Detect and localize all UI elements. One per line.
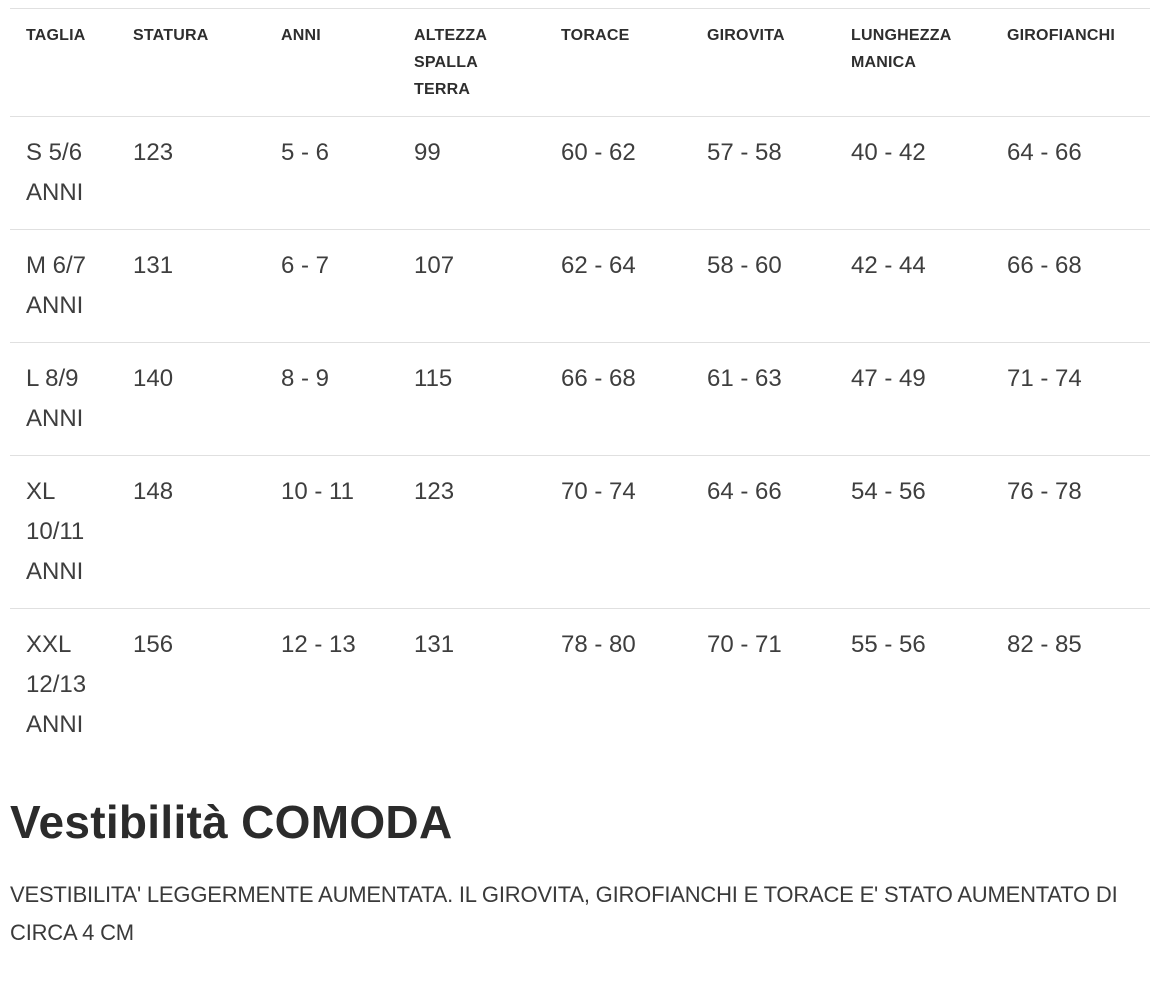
cell-taglia: XL 10/11 ANNI [10,455,117,609]
size-chart-header: TAGLIA STATURA ANNI ALTEZZA SPALLA TERRA… [10,8,1150,117]
cell-girovita: 70 - 71 [691,608,835,761]
cell-altezza: 115 [398,342,545,456]
cell-altezza: 131 [398,608,545,761]
table-row-size-xl: XL 10/11 ANNI 148 10 - 11 123 70 - 74 64… [10,455,1150,609]
cell-girofianchi: 76 - 78 [991,455,1150,609]
cell-torace: 66 - 68 [545,342,691,456]
cell-girovita: 58 - 60 [691,229,835,343]
fit-heading: Vestibilità COMODA [10,796,453,848]
cell-taglia: XXL 12/13 ANNI [10,608,117,761]
cell-anni: 8 - 9 [265,342,398,456]
header-taglia: TAGLIA [10,8,117,117]
cell-statura: 148 [117,455,265,609]
cell-taglia: L 8/9 ANNI [10,342,117,456]
header-altezza-spalla-terra: ALTEZZA SPALLA TERRA [398,8,545,117]
cell-taglia: M 6/7 ANNI [10,229,117,343]
header-statura: STATURA [117,8,265,117]
cell-taglia: S 5/6 ANNI [26,139,84,206]
table-row-size-l: L 8/9 ANNI 140 8 - 9 115 66 - 68 61 - 63… [10,342,1150,456]
cell-torace: 78 - 80 [545,608,691,761]
cell-statura: 131 [117,229,265,343]
fit-description: VESTIBILITA' LEGGERMENTE AUMENTATA. IL G… [10,882,1118,945]
cell-girofianchi: 82 - 85 [991,608,1150,761]
cell-anni: 5 - 6 [281,139,330,166]
table-row-size-xxl: XXL 12/13 ANNI 156 12 - 13 131 78 - 80 7… [10,608,1150,761]
cell-altezza: 99 [414,139,441,166]
table-row-size-m: M 6/7 ANNI 131 6 - 7 107 62 - 64 58 - 60… [10,229,1150,343]
size-chart-body: S 5/6 ANNI 123 5 - 6 99 60 - 62 57 - 58 … [10,117,1150,761]
header-anni: ANNI [265,8,398,117]
cell-torace: 60 - 62 [561,139,636,166]
cell-girovita: 57 - 58 [707,139,782,166]
cell-manica: 47 - 49 [835,342,991,456]
size-guide-section: TAGLIA STATURA ANNI ALTEZZA SPALLA TERRA… [10,8,1150,945]
cell-manica: 54 - 56 [835,455,991,609]
cell-anni: 6 - 7 [265,229,398,343]
header-girofianchi: GIROFIANCHI [991,8,1150,117]
cell-anni: 10 - 11 [265,455,398,609]
cell-statura: 123 [133,139,174,166]
table-row-size-s: S 5/6 ANNI 123 5 - 6 99 60 - 62 57 - 58 … [10,117,1150,230]
cell-girofianchi: 66 - 68 [991,229,1150,343]
cell-girofianchi: 71 - 74 [991,342,1150,456]
cell-manica: 55 - 56 [835,608,991,761]
header-lunghezza-manica: LUNGHEZZA MANICA [835,8,991,117]
cell-statura: 140 [117,342,265,456]
cell-torace: 62 - 64 [545,229,691,343]
cell-girofianchi: 64 - 66 [1007,139,1082,166]
cell-altezza: 123 [398,455,545,609]
cell-girovita: 61 - 63 [691,342,835,456]
cell-statura: 156 [117,608,265,761]
cell-manica: 42 - 44 [835,229,991,343]
cell-torace: 70 - 74 [545,455,691,609]
size-chart-table: TAGLIA STATURA ANNI ALTEZZA SPALLA TERRA… [10,8,1150,761]
header-girovita: GIROVITA [691,8,835,117]
header-torace: TORACE [545,8,691,117]
cell-girovita: 64 - 66 [691,455,835,609]
header-row: TAGLIA STATURA ANNI ALTEZZA SPALLA TERRA… [10,8,1150,117]
cell-manica: 40 - 42 [851,139,926,166]
cell-altezza: 107 [398,229,545,343]
cell-anni: 12 - 13 [265,608,398,761]
